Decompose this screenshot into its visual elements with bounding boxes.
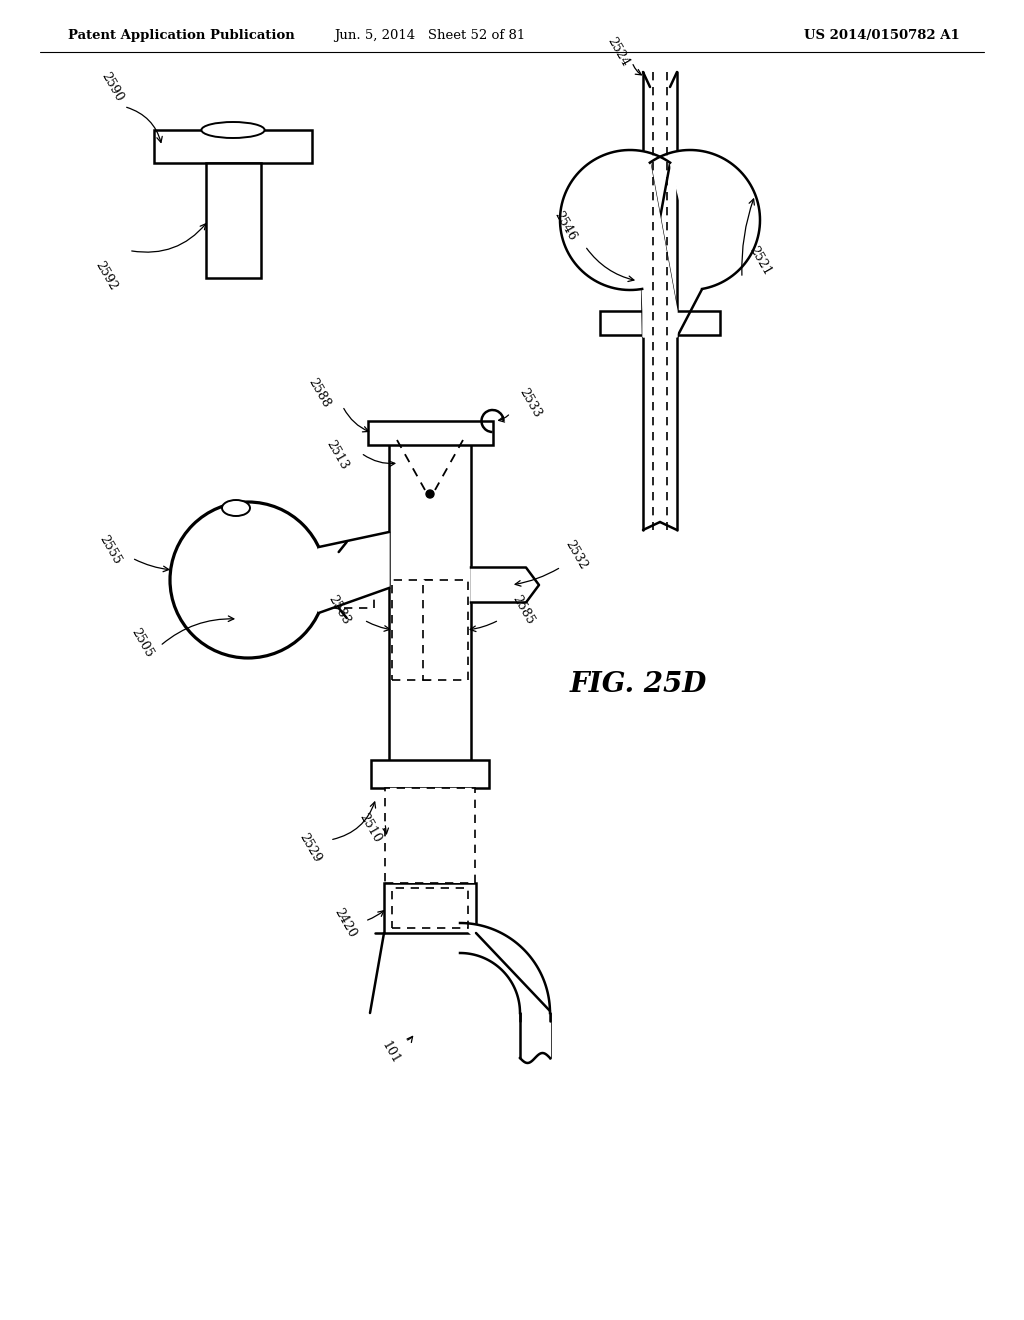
Bar [368, 421, 493, 445]
Bar [423, 579, 468, 680]
Text: 2546: 2546 [552, 209, 579, 243]
Bar [371, 760, 489, 788]
Bar [392, 888, 468, 928]
Text: 2529: 2529 [297, 832, 324, 865]
Bar [385, 788, 475, 883]
Text: 2420: 2420 [332, 906, 358, 940]
Text: FIG. 25D: FIG. 25D [570, 672, 708, 698]
Text: 2513: 2513 [324, 438, 350, 473]
Text: 2505: 2505 [128, 626, 156, 660]
Text: US 2014/0150782 A1: US 2014/0150782 A1 [804, 29, 961, 41]
Bar [600, 312, 720, 335]
Bar [392, 579, 437, 680]
Bar [384, 883, 476, 933]
Text: 2524: 2524 [604, 36, 632, 69]
Bar [154, 129, 312, 162]
Polygon shape [318, 532, 389, 612]
Text: 2583: 2583 [326, 593, 352, 627]
Bar [206, 162, 260, 279]
Polygon shape [471, 568, 539, 602]
Text: 2590: 2590 [98, 70, 126, 103]
Text: 2521: 2521 [746, 244, 773, 279]
Circle shape [170, 502, 326, 657]
Bar [329, 552, 375, 609]
Text: 2588: 2588 [306, 376, 333, 411]
Text: Patent Application Publication: Patent Application Publication [68, 29, 295, 41]
Text: 2585: 2585 [510, 593, 537, 627]
Circle shape [426, 490, 434, 498]
Text: 2555: 2555 [96, 533, 124, 566]
Text: 2510: 2510 [356, 810, 384, 845]
Text: 2533: 2533 [517, 385, 544, 420]
Ellipse shape [222, 500, 250, 516]
Text: 101: 101 [379, 1039, 401, 1067]
Ellipse shape [202, 121, 264, 139]
Text: 2592: 2592 [92, 259, 120, 293]
Text: Jun. 5, 2014   Sheet 52 of 81: Jun. 5, 2014 Sheet 52 of 81 [335, 29, 525, 41]
Text: 2532: 2532 [562, 539, 590, 572]
Polygon shape [560, 150, 760, 337]
Polygon shape [460, 923, 550, 1059]
